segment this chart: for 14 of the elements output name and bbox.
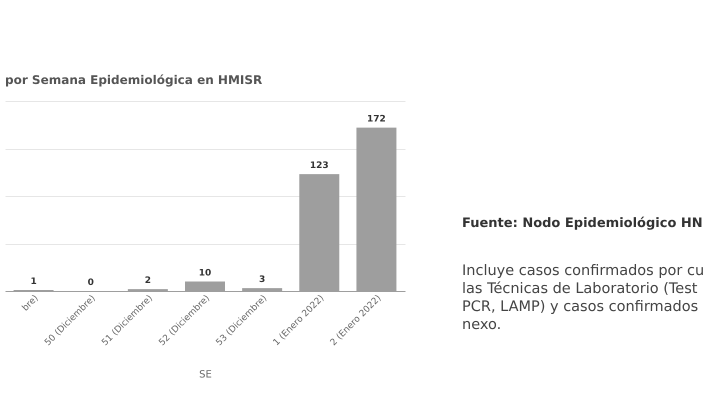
data-label: 172 [367,114,386,125]
data-label: 1 [30,277,37,288]
text: las Técnicas de Laboratorio (Test [462,281,698,297]
text: Incluye casos confirmados por cu [462,263,704,279]
data-label: 0 [88,278,94,288]
text: nexo. [462,317,502,333]
data-label: 10 [198,268,212,278]
text: PCR, LAMP) y casos confirmados [462,299,698,315]
data-label: 123 [310,161,329,172]
source-note: Fuente: Nodo Epidemiológico HN [462,216,703,231]
chart-title: por Semana Epidemiológica en HMISR [5,73,262,87]
x-axis-title: SE [199,369,212,380]
data-label: 2 [144,276,151,286]
data-label: 3 [259,275,266,286]
